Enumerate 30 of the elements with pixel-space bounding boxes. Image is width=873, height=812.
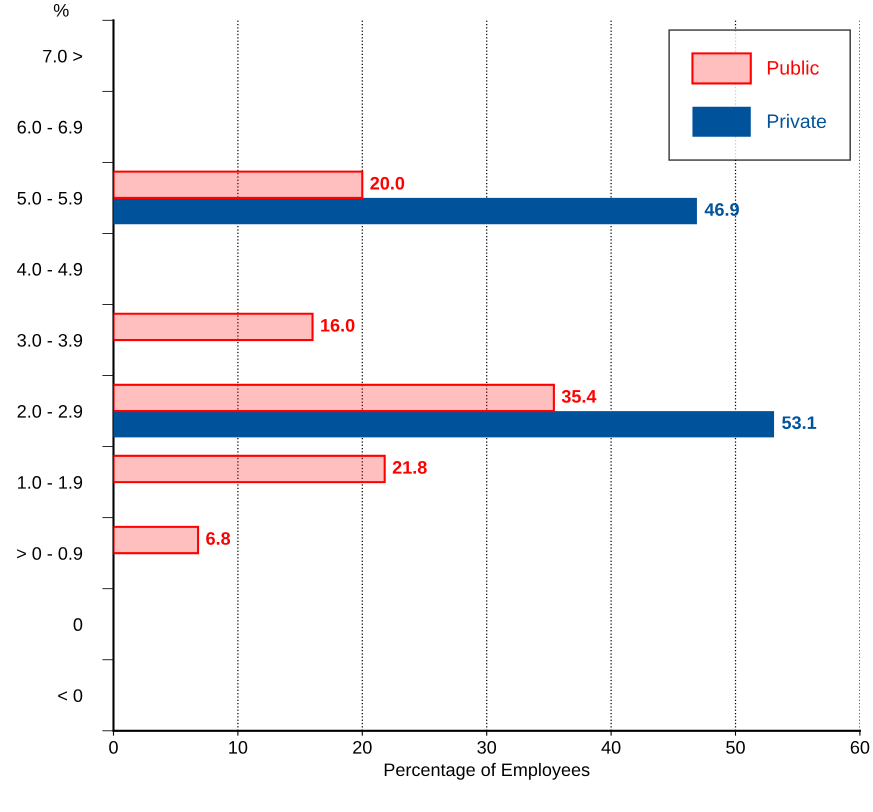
bar	[113, 411, 774, 438]
bar	[113, 198, 697, 224]
x-tick-label: 40	[601, 741, 620, 754]
x-tick-label: 50	[726, 741, 745, 754]
legend-label: Private	[768, 114, 826, 128]
x-tick-label: 20	[353, 741, 372, 754]
y-tick-label: 3.0 - 3.9	[17, 334, 82, 347]
x-axis-title: Percentage of Employees	[384, 762, 590, 780]
data-label: 35.4	[562, 390, 596, 403]
x-tick-label: 0	[109, 741, 118, 754]
x-tick-label: 10	[229, 741, 248, 754]
y-tick-label: 1.0 - 1.9	[18, 476, 82, 489]
y-tick-label: 7.0 >	[43, 50, 82, 63]
data-label: 16.0	[321, 318, 354, 332]
y-tick-label: 0	[74, 618, 82, 631]
data-label: 20.0	[370, 176, 404, 190]
y-tick-label: 5.0 - 5.9	[17, 192, 82, 205]
data-label: 46.9	[704, 203, 739, 216]
legend-label: Public	[768, 60, 819, 75]
y-tick-label: < 0	[58, 689, 82, 702]
y-axis-title: %	[54, 4, 69, 17]
data-label: 21.8	[392, 461, 427, 474]
y-tick-label: 6.0 - 6.9	[18, 120, 82, 134]
data-label: 6.8	[206, 532, 230, 545]
y-tick-label: 2.0 - 2.9	[18, 405, 82, 418]
y-tick-label: 4.0 - 4.9	[17, 262, 82, 276]
x-tick-label: 30	[477, 741, 496, 754]
y-tick-label: > 0 - 0.9	[17, 547, 82, 560]
x-tick-label: 60	[850, 741, 870, 754]
data-label: 53.1	[782, 416, 816, 430]
